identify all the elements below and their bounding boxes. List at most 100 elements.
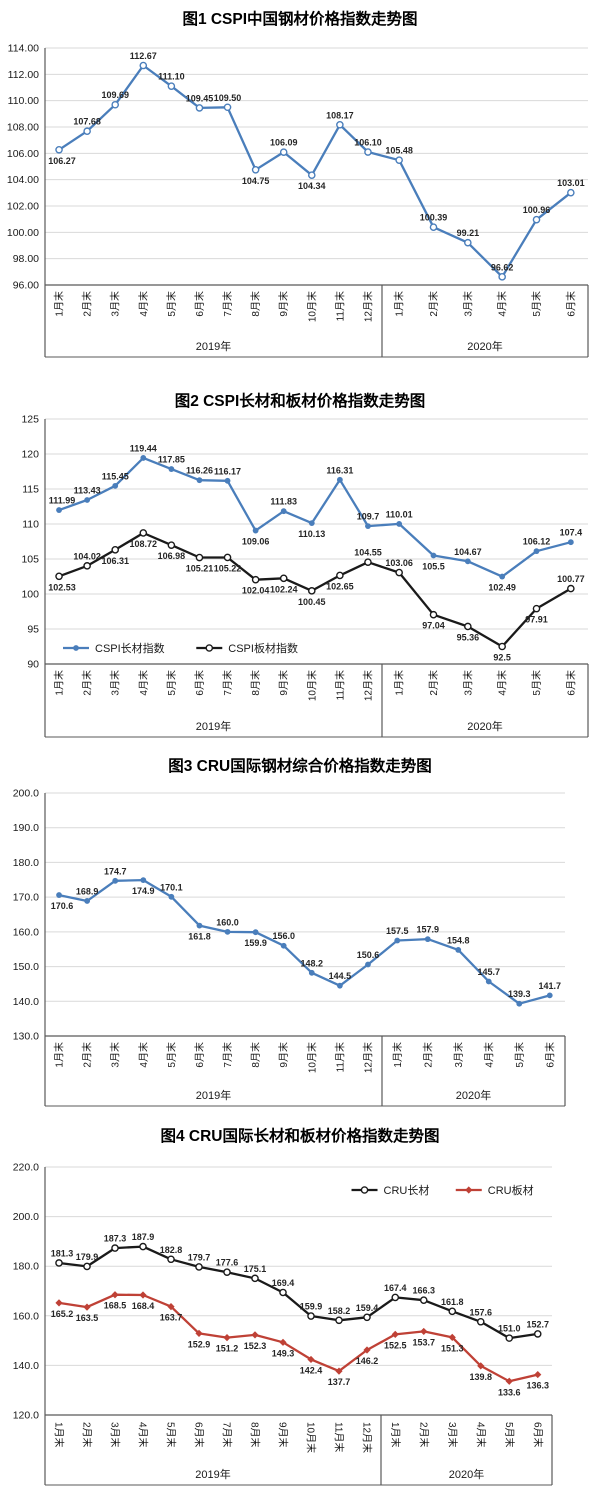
chart-3-cru-composite-index: 图3 CRU国际钢材综合价格指数走势图130.0140.0150.0160.01… [13,756,566,1107]
svg-text:10月末: 10月末 [305,291,318,322]
svg-text:9月末: 9月末 [277,1042,290,1068]
x-axis-labels: 1月末 2月末 3月末 4月末 5月末 6月末 7月末 8月末 9月末 10月末 11月末 12月末 1… [53,1422,545,1453]
svg-text:11月末: 11月末 [333,1422,346,1452]
svg-text:159.9: 159.9 [300,1302,323,1312]
svg-text:6月末: 6月末 [543,1042,556,1068]
svg-text:160.0: 160.0 [13,926,39,938]
svg-text:156.0: 156.0 [272,931,295,941]
svg-text:159.4: 159.4 [356,1303,379,1313]
svg-text:142.4: 142.4 [300,1365,323,1375]
svg-text:113.43: 113.43 [74,485,101,495]
svg-text:100.77: 100.77 [557,574,585,584]
svg-text:95: 95 [27,624,39,636]
svg-text:4月末: 4月末 [496,291,509,317]
svg-text:120: 120 [21,449,39,461]
svg-text:168.9: 168.9 [76,886,99,896]
svg-text:161.8: 161.8 [188,932,211,942]
svg-text:6月末: 6月末 [193,670,206,696]
svg-text:6月末: 6月末 [193,1422,206,1448]
svg-text:5月末: 5月末 [503,1422,516,1448]
svg-text:5月末: 5月末 [165,670,178,696]
svg-text:6月末: 6月末 [193,291,206,317]
svg-text:137.7: 137.7 [328,1377,351,1387]
svg-text:102.53: 102.53 [48,582,76,592]
legend-label-1: CSPI板材指数 [228,641,298,655]
legend: CRU长材 CRU板材 [351,1183,534,1197]
legend-label-0: CRU长材 [384,1183,430,1197]
year-labels: 2019年 2020年 [196,1088,491,1102]
y-axis-labels: 96.00 98.00 100.00 102.00 104.00 106.00 108.00… [7,43,39,292]
svg-text:3月末: 3月末 [461,291,474,317]
series-line-1 [58,1293,539,1383]
svg-text:12月末: 12月末 [361,670,374,701]
svg-text:148.2: 148.2 [301,958,324,968]
svg-text:154.8: 154.8 [447,935,470,945]
svg-text:160.0: 160.0 [13,1310,39,1322]
svg-text:200.0: 200.0 [13,788,39,800]
svg-text:152.5: 152.5 [384,1340,407,1350]
svg-text:166.3: 166.3 [412,1286,435,1296]
chart-3-section: 图3 CRU国际钢材综合价格指数走势图 130.0 140.0 150.0 160.0 1… [0,745,600,1115]
svg-text:104.34: 104.34 [298,181,326,191]
svg-text:151.3: 151.3 [441,1343,464,1353]
svg-text:4月末: 4月末 [137,291,150,317]
svg-text:106.10: 106.10 [354,138,382,148]
svg-text:102.24: 102.24 [270,584,298,594]
svg-text:146.2: 146.2 [356,1356,379,1366]
svg-text:5月末: 5月末 [165,291,178,317]
svg-text:157.6: 157.6 [469,1307,492,1317]
svg-text:2月末: 2月末 [81,1042,94,1068]
svg-text:12月末: 12月末 [361,291,374,322]
y-axis-labels: 130.0 140.0 150.0 160.0 170.0 180.0 190.0 200.0 [13,788,39,1043]
svg-text:145.7: 145.7 [477,967,500,977]
svg-text:220.0: 220.0 [13,1162,39,1174]
svg-text:157.5: 157.5 [386,926,409,936]
svg-text:1月末: 1月末 [391,1042,404,1068]
svg-text:130.0: 130.0 [13,1031,39,1043]
svg-text:3月末: 3月末 [461,670,474,696]
svg-text:107.68: 107.68 [73,117,101,127]
svg-text:179.9: 179.9 [76,1252,99,1262]
series-line-1 [58,531,572,648]
svg-text:2月末: 2月末 [427,291,440,317]
svg-text:158.2: 158.2 [328,1306,351,1316]
svg-text:105.5: 105.5 [422,562,445,572]
svg-text:105.22: 105.22 [214,563,242,573]
x-axis-labels: 1月末 2月末 3月末 4月末 5月末 6月末 7月末 8月末 9月末 10月末 11月末 12月末 1… [53,670,578,701]
series-line-0 [58,878,551,1005]
year-labels: 2019年 2020年 [196,719,503,733]
svg-text:100.39: 100.39 [420,213,448,223]
svg-text:109.7: 109.7 [357,512,380,522]
svg-text:9月末: 9月末 [277,670,290,696]
svg-text:106.12: 106.12 [523,537,551,547]
series-line-0 [58,64,572,278]
svg-text:2019年: 2019年 [196,339,231,353]
svg-text:2019年: 2019年 [196,1088,231,1102]
data-labels-1: 165.2 163.5 168.5 168.4 163.7 152.9 151.2 152.3… [51,1301,549,1398]
svg-text:11月末: 11月末 [333,1042,346,1072]
svg-text:116.31: 116.31 [326,465,353,475]
y-axis-labels: 120.0 140.0 160.0 180.0 200.0 220.0 [13,1162,39,1422]
svg-text:117.85: 117.85 [158,455,185,465]
series-line-0 [58,1245,538,1340]
axes [44,793,566,1107]
svg-text:102.65: 102.65 [326,581,354,591]
svg-text:5月末: 5月末 [530,291,543,317]
svg-text:140.0: 140.0 [13,996,39,1008]
svg-text:139.3: 139.3 [508,989,531,999]
svg-text:104.55: 104.55 [354,548,382,558]
svg-text:110.00: 110.00 [8,95,39,107]
svg-text:159.9: 159.9 [244,938,267,948]
svg-text:90: 90 [27,659,39,671]
svg-text:10月末: 10月末 [305,1422,318,1453]
series-markers-0 [56,877,553,1007]
svg-text:8月末: 8月末 [249,1422,262,1448]
svg-text:1月末: 1月末 [53,1422,66,1448]
data-labels-0: 106.27 107.68 109.69 112.67 111.10 109.45 109.… [48,51,584,272]
year-labels: 2019年 2020年 [195,1467,484,1481]
svg-text:96.62: 96.62 [491,262,514,272]
legend: CSPI长材指数 CSPI板材指数 [63,641,298,655]
svg-text:2020年: 2020年 [449,1467,484,1481]
